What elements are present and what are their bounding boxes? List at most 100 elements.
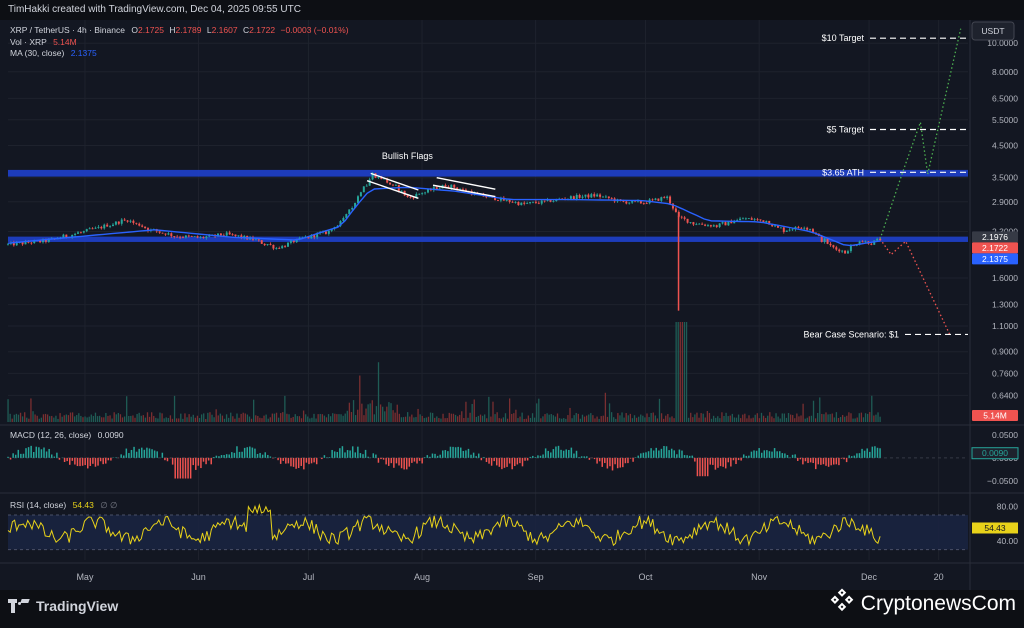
volume-bar	[63, 415, 65, 422]
time-tick-label: Aug	[414, 572, 430, 582]
volume-bar	[461, 411, 463, 422]
volume-bar	[205, 418, 207, 422]
volume-bar	[565, 418, 567, 422]
rsi-pane[interactable]: 80.00 40.00 54.43	[7, 501, 1018, 551]
candle-body	[199, 237, 202, 238]
volume-bar	[623, 417, 625, 422]
candle-body	[514, 202, 517, 203]
candle-body	[424, 192, 427, 194]
volume-bar	[207, 412, 209, 422]
volume-bar	[690, 412, 692, 422]
volume-bar	[367, 404, 369, 422]
volume-bar	[533, 417, 536, 422]
volume-bar	[117, 413, 120, 422]
volume-bar	[683, 322, 686, 422]
price-tick-label: 5.5000	[992, 115, 1018, 125]
volume-bar	[583, 416, 586, 422]
candle-body	[193, 236, 196, 238]
volume-bar	[500, 418, 502, 422]
volume-bar	[615, 418, 617, 422]
volume-bar	[332, 413, 334, 422]
candle-body	[158, 231, 161, 233]
candle-body	[645, 203, 648, 205]
candle-body	[426, 189, 429, 193]
candle-body	[698, 223, 701, 225]
candle-body	[391, 184, 394, 186]
tradingview-logo[interactable]: TradingView	[8, 598, 118, 614]
candle-body	[835, 247, 838, 250]
chart-area[interactable]: 5.14M Bullish Flags $10 Target $5 Target $3…	[0, 20, 1024, 590]
volume-bar	[754, 414, 756, 422]
volume-bar	[230, 412, 232, 422]
volume-bar	[261, 418, 263, 422]
candle-body	[680, 216, 683, 218]
volume-bar	[296, 416, 298, 422]
volume-bar	[831, 413, 833, 422]
candle-body	[27, 241, 30, 243]
volume-bar	[552, 415, 554, 422]
volume-bar	[96, 416, 99, 422]
volume-bar	[282, 412, 284, 422]
candle-body	[669, 196, 672, 204]
volume-bar	[621, 412, 623, 422]
currency-button-label[interactable]: USDT	[981, 26, 1004, 36]
volume-bar	[88, 416, 90, 422]
volume-bar	[554, 416, 557, 422]
candle-body	[123, 219, 126, 221]
time-axis[interactable]: May Jun Jul Aug Sep Oct Nov Dec 20	[76, 572, 943, 582]
price-tick-label: 3.5000	[992, 173, 1018, 183]
price-pane[interactable]	[7, 172, 882, 311]
candle-body	[356, 196, 359, 203]
candle-body	[712, 225, 715, 227]
candle-body	[190, 236, 193, 237]
volume-bar	[498, 418, 500, 422]
volume-bar	[252, 399, 255, 422]
candle-body	[371, 173, 374, 180]
candle-body	[534, 201, 537, 203]
price-axis[interactable]: 10.0000 8.0000 6.5000 5.5000 4.5000 3.5000 2.9…	[972, 38, 1018, 400]
candle-body	[418, 193, 421, 195]
volume-bar	[161, 413, 163, 422]
volume-bar	[660, 413, 663, 422]
volume-bar	[151, 412, 153, 422]
volume-bar	[74, 416, 76, 422]
volume-bar	[344, 413, 346, 422]
candle-body	[861, 241, 864, 243]
candle-body	[494, 196, 497, 201]
volume-bar	[334, 413, 336, 422]
candle-body	[421, 193, 424, 194]
candle-body	[240, 235, 243, 238]
volume-bar	[101, 417, 103, 422]
volume-bar	[71, 412, 74, 422]
volume-bar	[459, 414, 461, 422]
volume-bar	[265, 414, 267, 422]
rsi-value: 54.43	[73, 500, 95, 510]
volume-bar	[762, 415, 765, 422]
currency-button[interactable]	[971, 21, 1015, 41]
volume-bar	[315, 418, 317, 422]
volume-bar	[317, 414, 319, 422]
volume-bar	[386, 406, 388, 422]
candle-body	[776, 225, 779, 228]
volume-bar	[677, 322, 679, 422]
volume-bar	[798, 416, 800, 422]
volume-bar	[706, 410, 709, 422]
volume-bar	[504, 413, 507, 422]
volume-bar	[200, 414, 203, 422]
volume-bar	[234, 418, 236, 422]
candle-body	[184, 235, 187, 238]
volume-bar	[627, 415, 629, 422]
volume-bar	[484, 414, 486, 422]
volume-bar	[350, 412, 353, 422]
bear-scenario-path	[879, 238, 951, 335]
candle-body	[849, 245, 852, 252]
candle-body	[289, 240, 292, 243]
volume-bar	[130, 415, 132, 422]
volume-bar	[594, 418, 596, 422]
candle-body	[313, 235, 316, 238]
volume-bar	[879, 416, 881, 422]
volume-bar	[211, 414, 213, 422]
candle-body	[216, 233, 219, 237]
volume-bar	[213, 417, 215, 422]
